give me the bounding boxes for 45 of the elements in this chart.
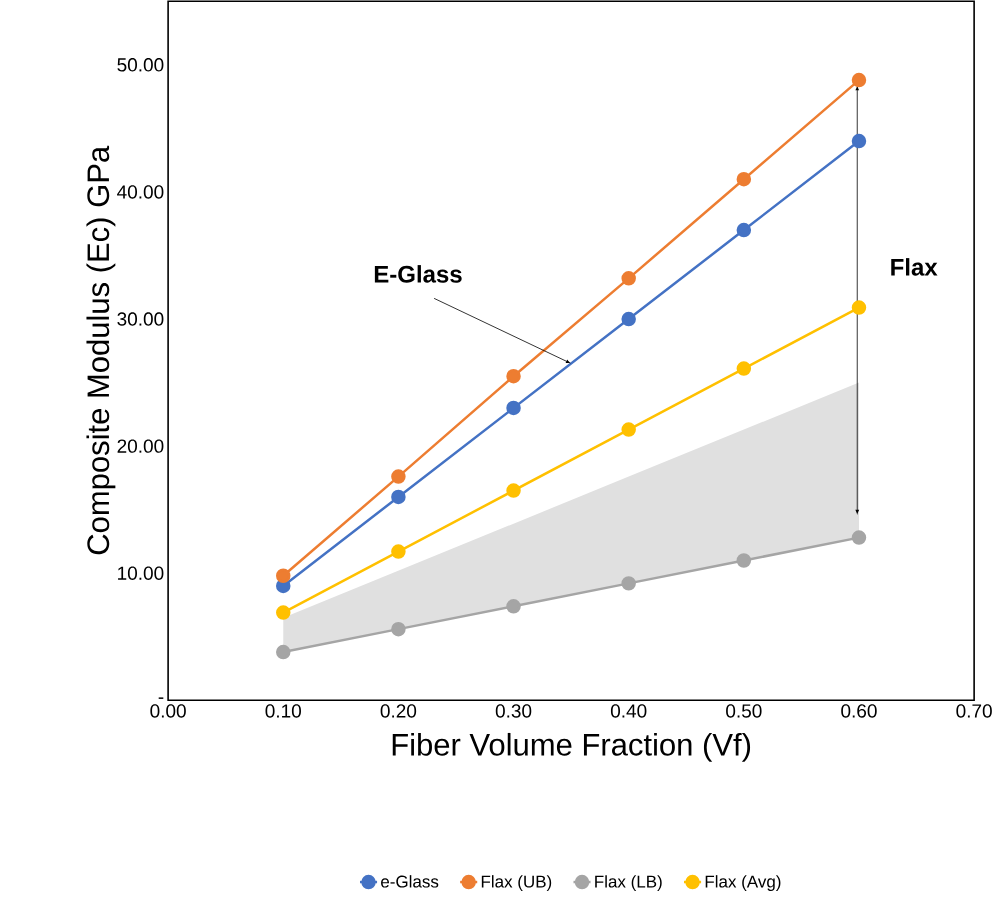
legend-label: e-Glass xyxy=(381,875,439,888)
point xyxy=(621,271,636,286)
point xyxy=(851,300,867,315)
x-tick-label: 0.60 xyxy=(841,704,877,718)
legend-label: Flax (UB) xyxy=(481,875,552,891)
x-tick-label: 0.20 xyxy=(380,704,417,718)
x-tick-label: 0.30 xyxy=(495,704,532,718)
point xyxy=(851,133,867,149)
point xyxy=(276,605,291,620)
point xyxy=(736,171,752,187)
y-tick-label: 30.00 xyxy=(117,312,164,326)
y-tick-label: 10.00 xyxy=(118,566,164,580)
y-tick-label: 20.00 xyxy=(117,439,164,453)
point xyxy=(621,422,636,437)
y-axis-title: Composite Modulus (Ec) GPa xyxy=(86,145,116,555)
x-axis-title: Fiber Volume Fraction (Vf) xyxy=(392,732,751,762)
legend-label: Flax (LB) xyxy=(595,875,662,891)
x-tick-label: 0.70 xyxy=(956,704,992,718)
y-tick-label: 50.00 xyxy=(117,58,164,72)
y-tick-label: 40.00 xyxy=(117,185,164,199)
legend-label: Flax (Avg) xyxy=(705,875,781,891)
point xyxy=(276,568,291,583)
point xyxy=(851,530,867,545)
point xyxy=(621,576,636,591)
point xyxy=(506,400,521,416)
point xyxy=(736,553,752,568)
point xyxy=(621,311,636,327)
point xyxy=(391,621,406,637)
point xyxy=(391,489,406,505)
point xyxy=(276,644,291,660)
point xyxy=(506,483,521,498)
point xyxy=(506,599,521,614)
point xyxy=(736,222,752,238)
x-tick-label: 0.10 xyxy=(265,704,301,718)
y-tick-label: - xyxy=(158,697,164,699)
point xyxy=(506,368,521,384)
x-tick-label: 0.00 xyxy=(150,704,186,718)
x-tick-label: 0.50 xyxy=(726,704,762,718)
annotation: E-Glass xyxy=(374,265,462,283)
point xyxy=(391,544,406,559)
point xyxy=(736,361,752,376)
point xyxy=(851,72,867,88)
annotation: Flax xyxy=(891,258,938,276)
point xyxy=(391,469,406,484)
x-tick-label: 0.40 xyxy=(610,704,647,718)
